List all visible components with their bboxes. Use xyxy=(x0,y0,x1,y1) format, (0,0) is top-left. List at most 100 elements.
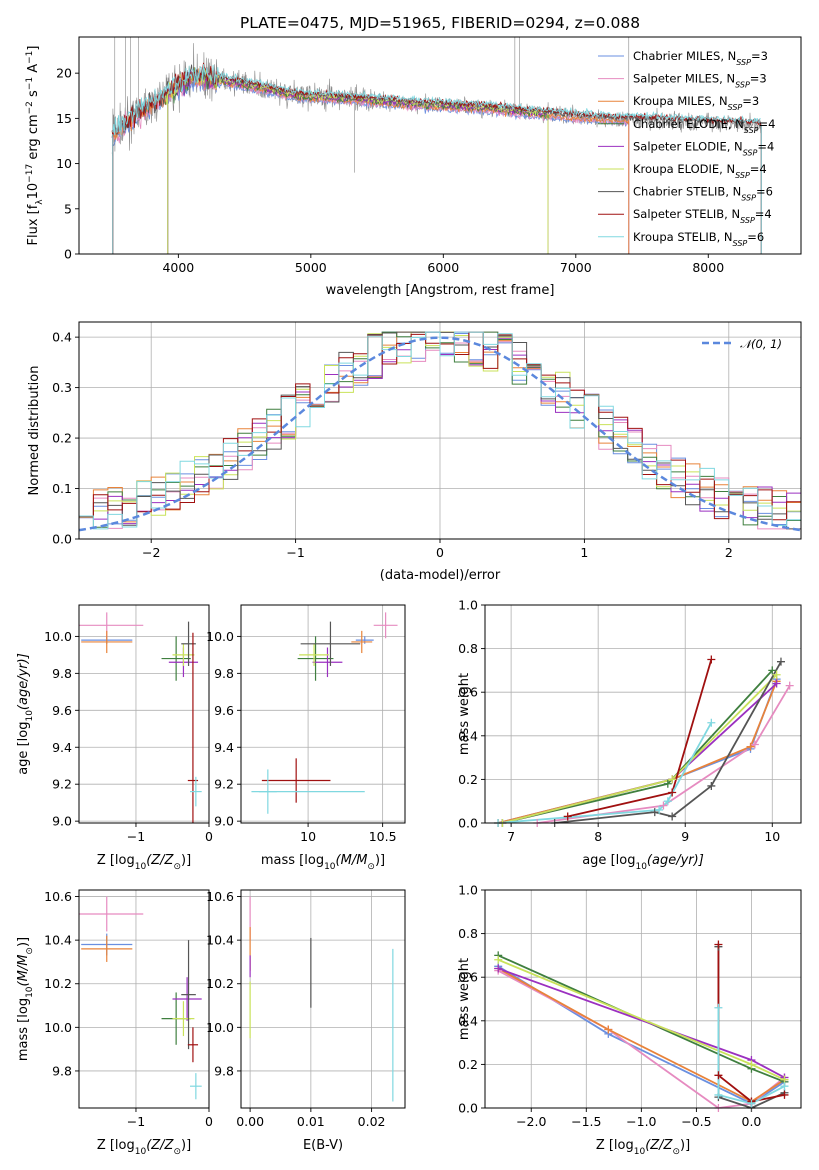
y-tick-label: 9.0 xyxy=(52,814,72,829)
normal-curve xyxy=(79,336,801,532)
x-tick-label: −1 xyxy=(127,829,145,844)
x-tick-label: −1.0 xyxy=(626,1114,656,1129)
y-tick-label: 15 xyxy=(56,111,72,126)
y-tick-label: 0.4 xyxy=(458,728,478,743)
weight-marker xyxy=(780,1090,789,1099)
x-tick-label: −1 xyxy=(286,545,304,560)
x-tick-label: 1 xyxy=(580,545,588,560)
y-axis-label: mass weight xyxy=(457,673,472,755)
weight-marker xyxy=(785,681,794,690)
model-spectrum-line xyxy=(111,64,761,137)
y-tick-label: 9.8 xyxy=(214,1063,234,1078)
weight-marker xyxy=(604,1025,613,1034)
y-tick-label: 0.2 xyxy=(458,772,478,787)
x-tick-label: 10 xyxy=(300,829,316,844)
weight-marker xyxy=(494,955,503,964)
x-axis-label: E(B-V) xyxy=(303,1138,343,1153)
y-tick-label: 0.6 xyxy=(458,685,478,700)
weight-marker xyxy=(663,797,672,806)
plot-area-weight_vs_age xyxy=(497,659,791,823)
axes-frame xyxy=(484,604,802,824)
y-tick-label: 1.0 xyxy=(458,883,478,898)
weight-line xyxy=(717,1007,785,1105)
y-tick-label: 9.4 xyxy=(214,740,234,755)
model-spectrum-line xyxy=(111,64,762,138)
plot-area-mass_vs_z xyxy=(79,896,202,1100)
y-tick-label: 10 xyxy=(56,156,72,171)
weight-marker xyxy=(663,779,672,788)
weight-line xyxy=(497,967,785,1103)
weight-marker xyxy=(650,808,659,817)
weight-line xyxy=(567,659,713,818)
legend-label: Salpeter STELIB, NSSP=4 xyxy=(633,207,772,225)
y-tick-label: 0.0 xyxy=(458,816,478,831)
x-tick-label: 0 xyxy=(205,829,213,844)
plot-area-mass_vs_ebv xyxy=(249,896,394,1102)
weight-marker xyxy=(668,775,677,784)
x-tick-label: 10 xyxy=(764,829,780,844)
x-tick-label: −0.5 xyxy=(681,1114,711,1129)
y-tick-label: 9.4 xyxy=(52,740,72,755)
weight-marker xyxy=(714,1003,723,1012)
y-tick-label: 9.0 xyxy=(214,814,234,829)
y-tick-label: 20 xyxy=(56,66,72,81)
y-tick-label: 10.2 xyxy=(206,976,234,991)
axes-frame xyxy=(78,321,802,540)
legend-label: Salpeter MILES, NSSP=3 xyxy=(633,72,767,90)
x-tick-label: 8000 xyxy=(692,260,724,275)
panel-mass_vs_z: −1 0 9.8 10.0 10.2 10.4 10.6 Z [log10(Z/Z⊙)] mas… xyxy=(16,889,213,1157)
y-tick-label: 9.8 xyxy=(52,666,72,681)
y-tick-label: 9.8 xyxy=(52,1063,72,1078)
panel-weight_vs_z: −2.0 −1.5 −1.0 −0.5 0.0 0.0 0.2 0.4 0.6 0.8 1.0 Z [… xyxy=(457,883,802,1157)
y-tick-label: 0.8 xyxy=(458,926,478,941)
y-tick-label: 10.0 xyxy=(206,1020,234,1035)
x-axis-label: (data-model)/error xyxy=(380,568,501,583)
x-tick-label: 0.02 xyxy=(358,1114,386,1129)
weight-marker xyxy=(707,655,716,664)
histogram-step xyxy=(79,331,801,525)
y-tick-label: 9.2 xyxy=(214,777,234,792)
weight-marker xyxy=(772,670,781,679)
x-tick-label: 0 xyxy=(205,1114,213,1129)
y-axis-label: Flux [fλ10−17 erg cm−2 s−1 A−1] xyxy=(25,46,45,246)
axes-frame xyxy=(78,604,210,824)
weight-marker xyxy=(768,666,777,675)
x-tick-label: 6000 xyxy=(427,260,459,275)
x-tick-label: 0.0 xyxy=(742,1114,762,1129)
axes-frame xyxy=(78,36,802,255)
weight-marker xyxy=(714,940,723,949)
panel-age_vs_mass: 10 10.5 9.0 9.2 9.4 9.6 9.8 10.0 mass [log10(M/M… xyxy=(206,604,406,872)
x-axis-label: mass [log10(M/M⊙)] xyxy=(261,853,385,872)
x-tick-label: 9 xyxy=(681,829,689,844)
legend-label: 𝒩(0, 1) xyxy=(740,337,782,351)
axes-frame xyxy=(78,889,210,1109)
x-tick-label: −1 xyxy=(127,1114,145,1129)
y-axis-label: Normed distribution xyxy=(27,366,42,496)
weight-marker xyxy=(714,1090,723,1099)
weight-marker xyxy=(780,1082,789,1091)
weight-marker xyxy=(668,788,677,797)
legend-label: Chabrier STELIB, NSSP=6 xyxy=(633,185,773,203)
x-axis-label: Z [log10(Z/Z⊙)] xyxy=(596,1138,690,1157)
weight-marker xyxy=(655,805,664,814)
x-tick-label: 10.5 xyxy=(369,829,397,844)
x-tick-label: 7 xyxy=(507,829,515,844)
weight-line xyxy=(497,680,778,823)
weight-marker xyxy=(750,740,759,749)
axes-frame xyxy=(240,889,406,1109)
plot-area-spectrum xyxy=(111,37,762,254)
x-tick-label: 0 xyxy=(436,545,444,560)
weight-marker xyxy=(746,742,755,751)
histogram-step xyxy=(79,331,801,530)
weight-marker xyxy=(707,781,716,790)
panel-mass_vs_ebv: 0.00 0.01 0.02 9.8 10.0 10.2 10.4 10.6 E(B-V) xyxy=(206,889,406,1153)
weight-marker xyxy=(563,812,572,821)
histogram-step xyxy=(79,331,801,530)
y-tick-label: 9.8 xyxy=(214,666,234,681)
x-tick-label: 8 xyxy=(594,829,602,844)
x-tick-label: 7000 xyxy=(560,260,592,275)
legend-label: Kroupa MILES, NSSP=3 xyxy=(633,94,759,112)
y-tick-label: 0.2 xyxy=(52,431,72,446)
weight-marker xyxy=(668,812,677,821)
